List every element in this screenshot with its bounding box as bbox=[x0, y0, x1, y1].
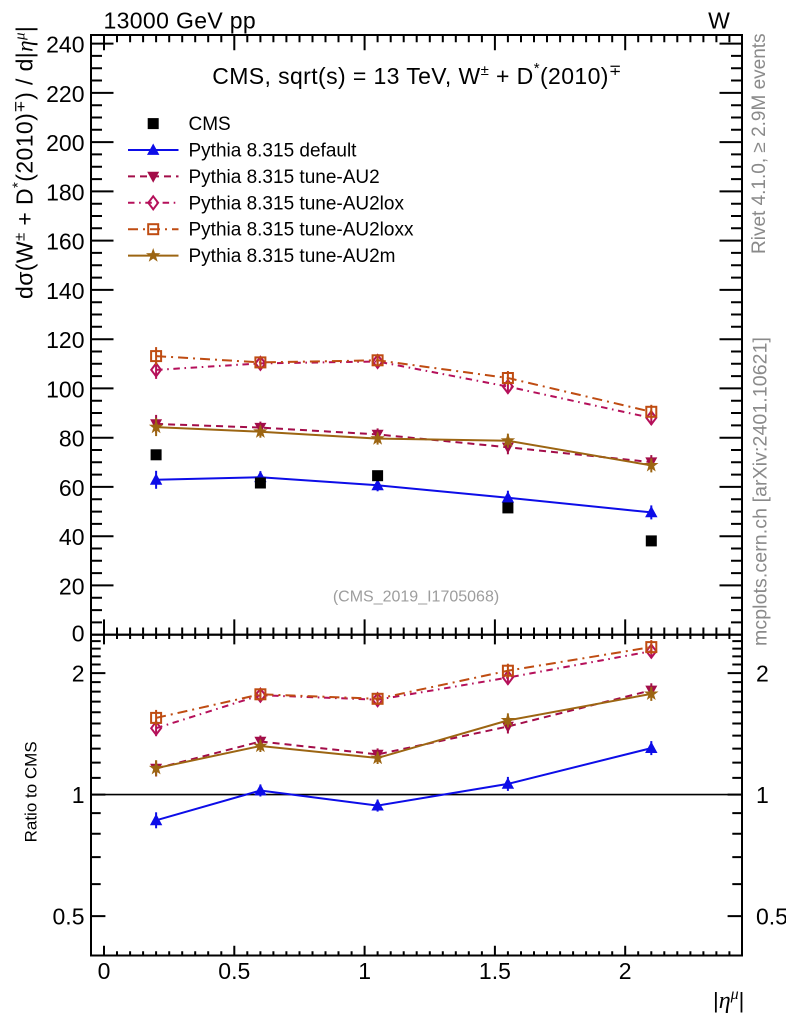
svg-text:220: 220 bbox=[46, 81, 84, 107]
svg-text:0.5: 0.5 bbox=[53, 904, 85, 930]
svg-text:Pythia 8.315 default: Pythia 8.315 default bbox=[189, 141, 358, 162]
svg-text:240: 240 bbox=[46, 32, 84, 58]
svg-text:Pythia 8.315 tune-AU2: Pythia 8.315 tune-AU2 bbox=[189, 167, 380, 188]
svg-text:Pythia 8.315 tune-AU2m: Pythia 8.315 tune-AU2m bbox=[189, 246, 396, 267]
svg-text:20: 20 bbox=[59, 573, 85, 599]
svg-text:0.5: 0.5 bbox=[218, 958, 250, 984]
svg-text:40: 40 bbox=[59, 524, 85, 550]
svg-text:180: 180 bbox=[46, 179, 84, 205]
svg-text:2: 2 bbox=[756, 661, 769, 687]
svg-text:CMS, sqrt(s) = 13 TeV, W± + D*: CMS, sqrt(s) = 13 TeV, W± + D*(2010)∓ bbox=[212, 60, 622, 89]
svg-text:Ratio to CMS: Ratio to CMS bbox=[22, 741, 41, 842]
svg-text:Rivet 4.1.0, ≥ 2.9M events: Rivet 4.1.0, ≥ 2.9M events bbox=[749, 33, 770, 254]
svg-text:200: 200 bbox=[46, 130, 84, 156]
svg-text:100: 100 bbox=[46, 376, 84, 402]
svg-text:mcplots.cern.ch [arXiv:2401.10: mcplots.cern.ch [arXiv:2401.10621] bbox=[750, 337, 772, 646]
svg-text:160: 160 bbox=[46, 229, 84, 255]
svg-text:80: 80 bbox=[59, 426, 85, 452]
svg-text:120: 120 bbox=[46, 327, 84, 353]
svg-text:2: 2 bbox=[619, 958, 632, 984]
svg-text:140: 140 bbox=[46, 278, 84, 304]
svg-text:2: 2 bbox=[72, 661, 85, 687]
svg-text:Pythia 8.315 tune-AU2lox: Pythia 8.315 tune-AU2lox bbox=[189, 193, 405, 214]
svg-text:Pythia 8.315 tune-AU2loxx: Pythia 8.315 tune-AU2loxx bbox=[189, 220, 414, 241]
svg-text:0: 0 bbox=[98, 958, 111, 984]
svg-text:1: 1 bbox=[72, 782, 85, 808]
svg-text:|ημ|: |ημ| bbox=[713, 986, 744, 1014]
svg-text:CMS: CMS bbox=[189, 114, 231, 135]
svg-text:dσ(W± + D*(2010)∓) / d|ημ|: dσ(W± + D*(2010)∓) / d|ημ| bbox=[10, 26, 38, 299]
svg-text:13000 GeV pp: 13000 GeV pp bbox=[104, 8, 257, 34]
svg-text:1: 1 bbox=[358, 958, 371, 984]
svg-text:1.5: 1.5 bbox=[479, 958, 511, 984]
svg-text:0.5: 0.5 bbox=[756, 904, 786, 930]
svg-text:(CMS_2019_I1705068): (CMS_2019_I1705068) bbox=[333, 589, 499, 606]
svg-text:0: 0 bbox=[72, 621, 85, 647]
svg-text:60: 60 bbox=[59, 475, 85, 501]
svg-text:1: 1 bbox=[756, 782, 769, 808]
svg-text:W: W bbox=[708, 8, 730, 34]
